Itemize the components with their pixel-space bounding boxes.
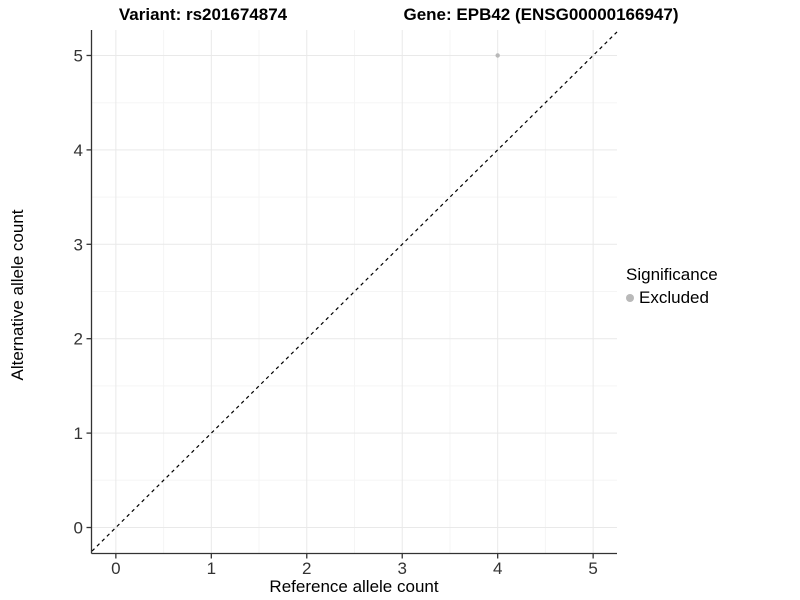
legend: Significance Excluded (626, 265, 718, 308)
x-tick-label: 1 (207, 559, 216, 578)
variant-title: Variant: rs201674874 (118, 5, 288, 24)
y-tick-label: 1 (74, 424, 83, 443)
legend-item-label: Excluded (639, 288, 709, 307)
x-axis-title: Reference allele count (269, 577, 439, 596)
data-point (495, 53, 500, 58)
legend-items: Excluded (626, 288, 718, 308)
y-tick-label: 4 (74, 141, 83, 160)
y-tick-label: 2 (74, 330, 83, 349)
y-tick-label: 5 (74, 46, 83, 65)
y-axis-title: Alternative allele count (8, 209, 27, 381)
legend-point-icon (626, 294, 634, 302)
y-tick-label: 0 (74, 519, 83, 538)
x-tick-label: 5 (588, 559, 597, 578)
x-tick-label: 0 (111, 559, 120, 578)
x-tick-label: 2 (302, 559, 311, 578)
x-tick-label: 4 (493, 559, 502, 578)
legend-item: Excluded (626, 288, 718, 308)
gene-title: Gene: EPB42 (ENSG00000166947) (403, 5, 679, 24)
legend-title: Significance (626, 265, 718, 284)
y-tick-label: 3 (74, 235, 83, 254)
x-tick-label: 3 (397, 559, 406, 578)
